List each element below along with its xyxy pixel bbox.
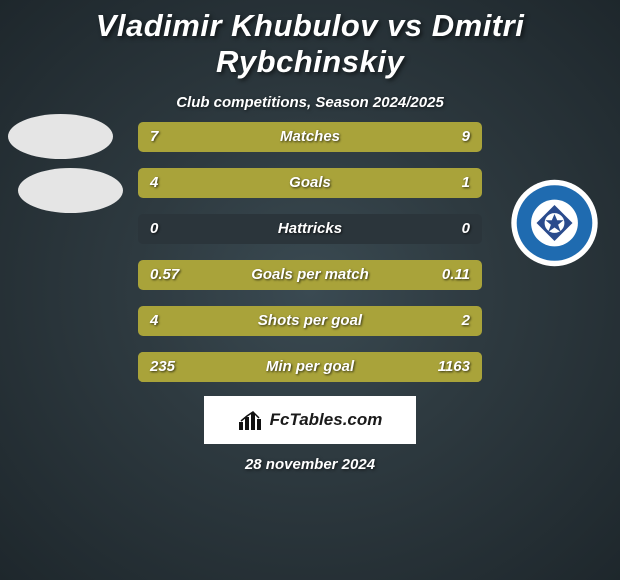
stat-row: 79Matches [138,122,482,152]
stat-row: 41Goals [138,168,482,198]
stat-row: 2351163Min per goal [138,352,482,382]
chart-icon [238,410,266,430]
stat-label: Goals [138,168,482,198]
stat-row: 00Hattricks [138,214,482,244]
player2-club-badge [507,178,602,268]
player1-club-placeholder [18,168,123,213]
subtitle: Club competitions, Season 2024/2025 [0,94,620,111]
source-banner: FcTables.com [204,396,416,444]
stat-label: Goals per match [138,260,482,290]
date-text: 28 november 2024 [0,456,620,473]
stat-row: 42Shots per goal [138,306,482,336]
comparison-card: Vladimir Khubulov vs Dmitri Rybchinskiy … [0,0,620,580]
stat-label: Min per goal [138,352,482,382]
stat-rows: 79Matches 41Goals 00Hattricks 0.570.11Goals… [138,122,482,398]
stat-label: Matches [138,122,482,152]
stat-row: 0.570.11Goals per match [138,260,482,290]
stat-label: Shots per goal [138,306,482,336]
stat-label: Hattricks [138,214,482,244]
page-title: Vladimir Khubulov vs Dmitri Rybchinskiy [0,0,620,80]
banner-text: FcTables.com [270,410,383,430]
player1-avatar-placeholder [8,114,113,159]
